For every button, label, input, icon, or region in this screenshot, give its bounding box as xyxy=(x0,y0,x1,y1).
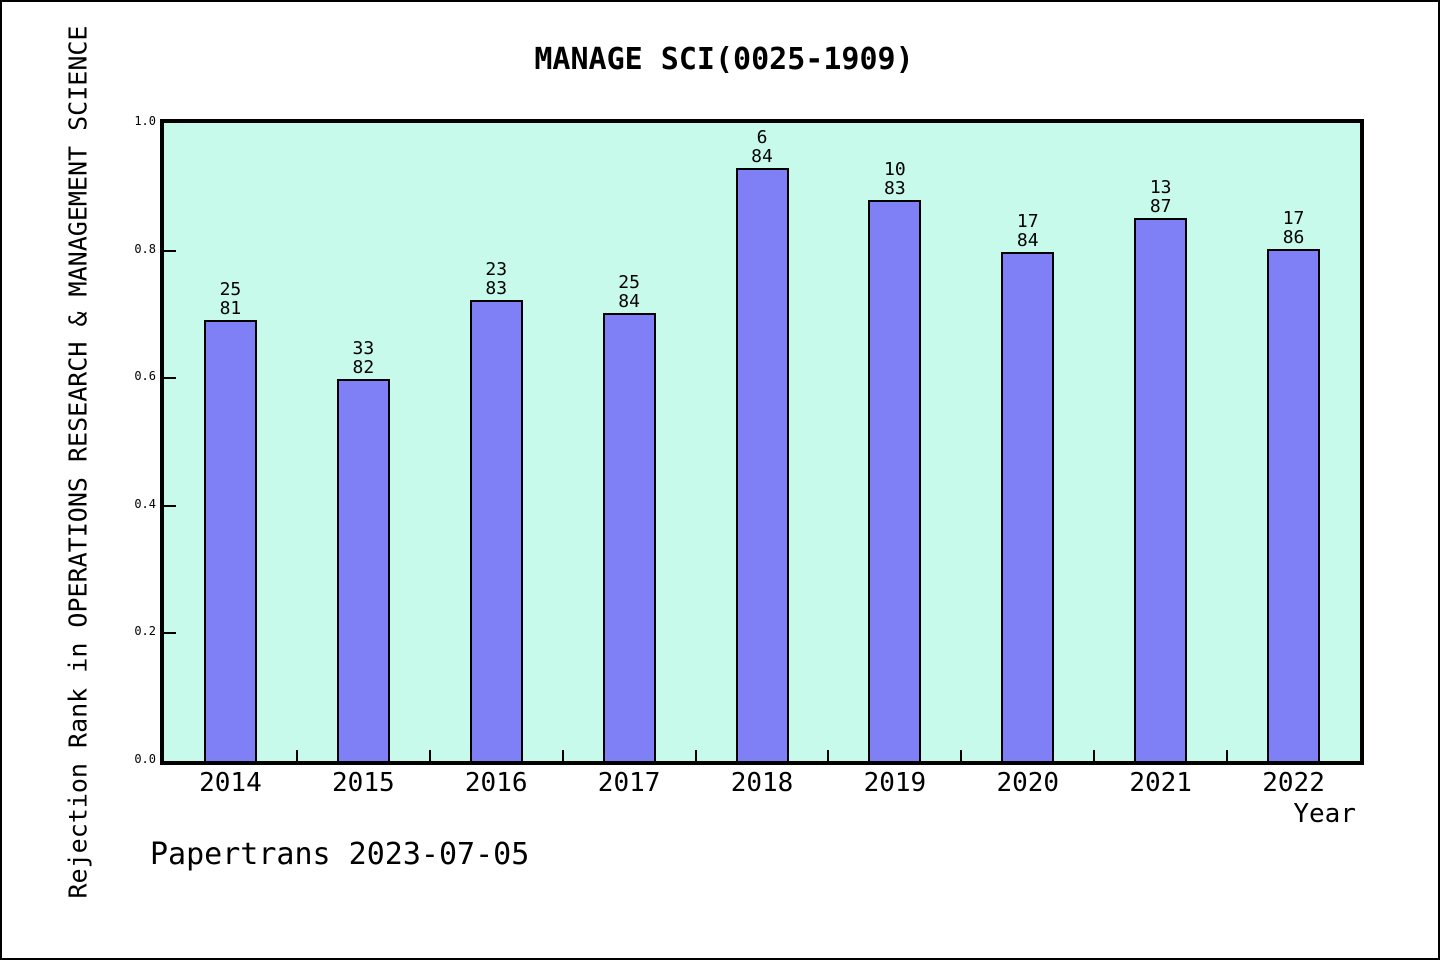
x-axis-tick xyxy=(295,750,298,761)
chart-title: MANAGE SCI(0025-1909) xyxy=(534,42,914,77)
bar-2014 xyxy=(203,320,257,761)
bar-rank-value: 23 xyxy=(485,259,508,280)
x-tick-label-2019: 2019 xyxy=(863,768,927,798)
bar-2020 xyxy=(1001,252,1055,761)
bar-total-value: 83 xyxy=(485,278,508,299)
bar-total-value: 86 xyxy=(1282,227,1305,248)
bar-total-value: 81 xyxy=(219,298,242,319)
bar-2018 xyxy=(735,168,789,761)
x-tick-label-2020: 2020 xyxy=(996,768,1060,798)
x-axis-title: Year xyxy=(1293,799,1356,829)
bar-rank-value: 25 xyxy=(219,279,242,300)
y-tick-label-0.4: 0.4 xyxy=(134,496,156,511)
plot-area: 25 81 33 82 23 83 25 84 6 84 10 83 17 84 13 87 17 86 xyxy=(160,119,1364,765)
x-axis-tick xyxy=(428,750,431,761)
bar-rank-value: 25 xyxy=(618,272,640,293)
bar-total-value: 83 xyxy=(884,178,906,199)
bar-value-label: 17 86 xyxy=(1283,209,1305,247)
y-axis-tick xyxy=(164,249,176,252)
bar-2017 xyxy=(602,313,656,761)
bar-rank-value: 13 xyxy=(1149,177,1172,198)
bar-value-label: 10 83 xyxy=(884,160,906,198)
x-tick-label-2022: 2022 xyxy=(1262,768,1325,798)
bar-value-label: 13 87 xyxy=(1150,178,1172,216)
bar-2015 xyxy=(336,379,390,761)
y-tick-label-0.0: 0.0 xyxy=(134,752,156,766)
y-tick-label-0.2: 0.2 xyxy=(134,624,156,639)
bar-total-value: 84 xyxy=(1016,230,1039,251)
bar-value-label: 33 82 xyxy=(352,339,374,377)
x-axis-tick xyxy=(827,750,830,761)
bar-total-value: 84 xyxy=(751,146,773,167)
bar-rank-value: 6 xyxy=(756,127,768,148)
bar-2019 xyxy=(868,200,922,761)
x-tick-label-2017: 2017 xyxy=(597,768,661,798)
bar-rank-value: 17 xyxy=(1282,208,1305,229)
bar-value-label: 23 83 xyxy=(485,260,507,298)
bar-total-value: 87 xyxy=(1149,196,1172,217)
x-tick-label-2018: 2018 xyxy=(730,768,794,798)
bar-value-label: 6 84 xyxy=(751,128,773,166)
x-tick-label-2021: 2021 xyxy=(1129,768,1192,798)
bar-2021 xyxy=(1134,218,1188,761)
bar-rank-value: 17 xyxy=(1016,211,1039,232)
bar-value-label: 25 84 xyxy=(618,273,640,311)
bar-2016 xyxy=(469,300,523,761)
x-axis-tick xyxy=(694,750,697,761)
bar-rank-value: 33 xyxy=(352,338,375,359)
x-axis-tick xyxy=(1226,750,1229,761)
bar-rank-value: 10 xyxy=(884,159,906,180)
bar-total-value: 82 xyxy=(352,357,375,378)
x-tick-label-2014: 2014 xyxy=(199,768,262,798)
y-axis-title: Rejection Rank in OPERATIONS RESEARCH & … xyxy=(63,25,93,899)
bar-2022 xyxy=(1267,249,1321,761)
x-axis-tick xyxy=(960,750,963,761)
bar-value-label: 25 81 xyxy=(220,280,242,318)
watermark-text: Papertrans 2023-07-05 xyxy=(150,837,530,872)
y-axis-tick xyxy=(164,504,176,507)
bar-value-label: 17 84 xyxy=(1017,212,1039,250)
x-axis-tick xyxy=(561,750,564,761)
y-tick-label-0.8: 0.8 xyxy=(134,241,156,256)
bar-total-value: 84 xyxy=(618,291,640,312)
y-axis-tick xyxy=(164,377,176,380)
y-axis-tick xyxy=(164,632,176,635)
x-axis-tick xyxy=(1093,750,1096,761)
y-tick-label-1.0: 1.0 xyxy=(134,114,156,128)
y-tick-label-0.6: 0.6 xyxy=(134,369,156,384)
x-tick-label-2015: 2015 xyxy=(332,768,395,798)
x-tick-label-2016: 2016 xyxy=(464,768,528,798)
